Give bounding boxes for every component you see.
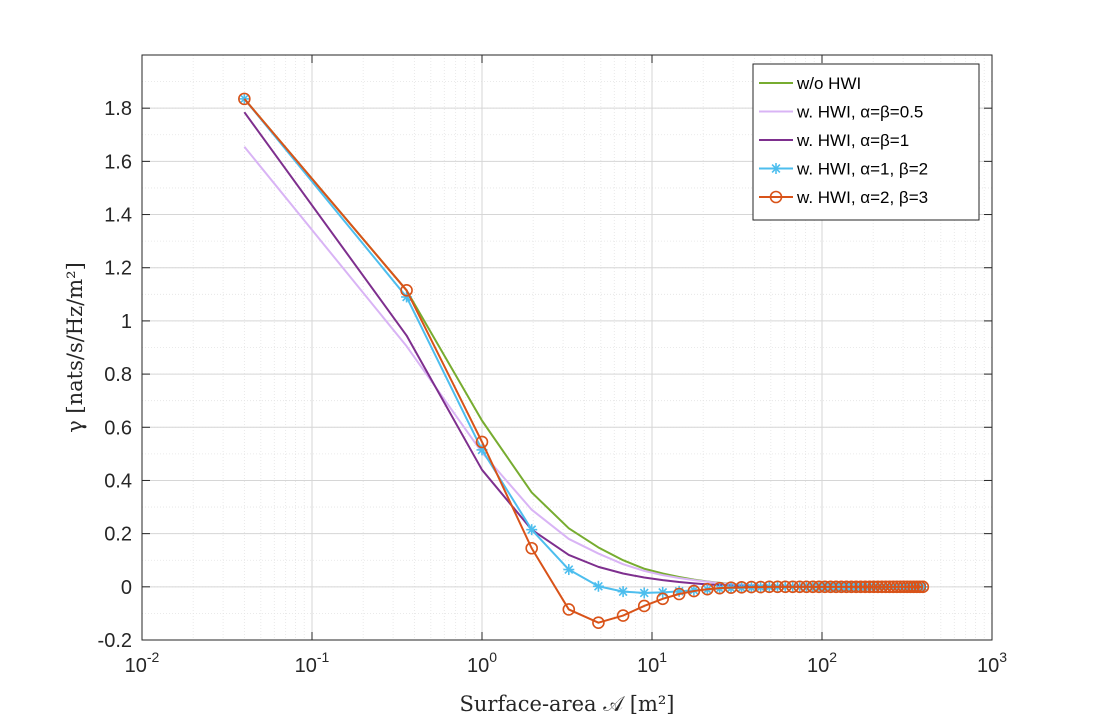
x-tick-label: 103 (977, 649, 1007, 677)
data-point (638, 587, 650, 599)
data-point (592, 580, 604, 592)
data-point (592, 616, 605, 630)
legend-label: w. HWI, α=β=1 (796, 131, 909, 150)
legend-item: w. HWI, α=β=0.5 (759, 103, 923, 122)
x-tick-label-base: 10 (467, 655, 489, 677)
y-tick-label: -0.2 (98, 630, 132, 652)
legend-marker (770, 163, 782, 174)
data-point (701, 582, 714, 596)
data-point (858, 580, 872, 594)
data-point (637, 599, 651, 613)
x-tick-label: 10-2 (125, 649, 160, 677)
x-tick-label-exponent: 1 (659, 649, 667, 665)
tick-labels: 10-2 10-1 100 101 102 103-0.200.20.40.60.811.… (98, 98, 1008, 677)
y-tick-label: 1.2 (104, 258, 132, 280)
legend-item: w. HWI, α=β=1 (759, 131, 909, 150)
data-point (894, 580, 907, 594)
data-point (563, 564, 575, 576)
axes-box (141, 54, 993, 641)
series-4 (238, 92, 930, 630)
series-line (243, 98, 923, 624)
data-point (800, 580, 813, 594)
axis-ticks (141, 55, 993, 641)
data-point (735, 581, 748, 594)
x-tick-label: 100 (467, 649, 497, 677)
data-point (475, 435, 489, 449)
data-point (400, 284, 413, 297)
data-point (771, 580, 784, 594)
x-tick-label-base: 10 (807, 655, 829, 677)
x-tick-label-base: 10 (295, 655, 317, 677)
data-point (916, 580, 930, 594)
y-tick-label: 0.8 (104, 364, 132, 386)
x-tick-label: 102 (807, 649, 837, 677)
plot-series (238, 92, 930, 630)
x-tick-label-exponent: 0 (489, 649, 497, 665)
data-point (238, 92, 251, 106)
legend-box (752, 63, 980, 221)
y-tick-label: 1.4 (104, 205, 132, 227)
data-point (562, 603, 576, 616)
data-point (840, 580, 853, 594)
data-point (904, 580, 917, 594)
legend-label: w/o HWI (796, 74, 861, 93)
data-point (526, 524, 538, 536)
data-point (845, 580, 858, 594)
x-axis-label: Surface-area 𝒜 [m²] (460, 692, 675, 716)
data-point (910, 580, 924, 594)
data-point (835, 580, 848, 594)
data-point (672, 587, 686, 601)
data-point (849, 580, 863, 594)
x-tick-label: 10-1 (295, 649, 330, 677)
data-point (656, 592, 670, 606)
legend-item: w/o HWI (759, 74, 861, 93)
data-point (238, 93, 250, 105)
x-tick-label-exponent: 2 (829, 649, 837, 665)
y-tick-label: 0.6 (104, 417, 132, 439)
data-point (786, 580, 799, 594)
y-axis-label: γ [nats/s/Hz/m²] (63, 262, 87, 433)
y-tick-label: 0.4 (104, 470, 132, 492)
data-point (617, 586, 629, 598)
x-tick-label-base: 10 (977, 655, 999, 677)
data-point (657, 586, 669, 598)
legend-item: w. HWI, α=2, β=3 (759, 188, 928, 207)
data-point (687, 584, 701, 598)
data-point (779, 580, 792, 594)
y-tick-label: 1.6 (104, 151, 132, 173)
y-tick-label: 0.2 (104, 524, 132, 546)
data-point (745, 580, 758, 594)
legend-label: w. HWI, α=1, β=2 (796, 160, 928, 179)
data-point (793, 580, 807, 594)
y-tick-label: 0 (121, 577, 132, 599)
data-point (867, 580, 881, 594)
legend-item: w. HWI, α=1, β=2 (759, 160, 928, 179)
legend-label: w. HWI, α=2, β=3 (796, 188, 928, 207)
data-point (616, 609, 630, 622)
x-tick-label: 101 (637, 649, 667, 677)
legend-label: w. HWI, α=β=0.5 (796, 103, 923, 122)
data-point (754, 580, 767, 594)
y-tick-label: 1 (121, 311, 132, 333)
x-tick-label-base: 10 (125, 655, 147, 677)
x-tick-label-exponent: -1 (317, 649, 330, 665)
legend-marker (769, 190, 783, 204)
x-tick-label-base: 10 (637, 655, 659, 677)
data-point (900, 580, 914, 594)
x-tick-label-exponent: -2 (147, 649, 160, 665)
legend: w/o HWI w. HWI, α=β=0.5 w. HWI, α=β=1 w. HW… (752, 63, 980, 221)
data-point (897, 580, 911, 594)
data-point (854, 580, 868, 594)
data-point (763, 580, 776, 594)
data-point (806, 580, 820, 594)
data-point (525, 541, 538, 555)
x-tick-label-exponent: 3 (999, 649, 1007, 665)
y-tick-label: 1.8 (104, 98, 132, 120)
data-point (863, 580, 876, 594)
data-point (907, 580, 920, 594)
